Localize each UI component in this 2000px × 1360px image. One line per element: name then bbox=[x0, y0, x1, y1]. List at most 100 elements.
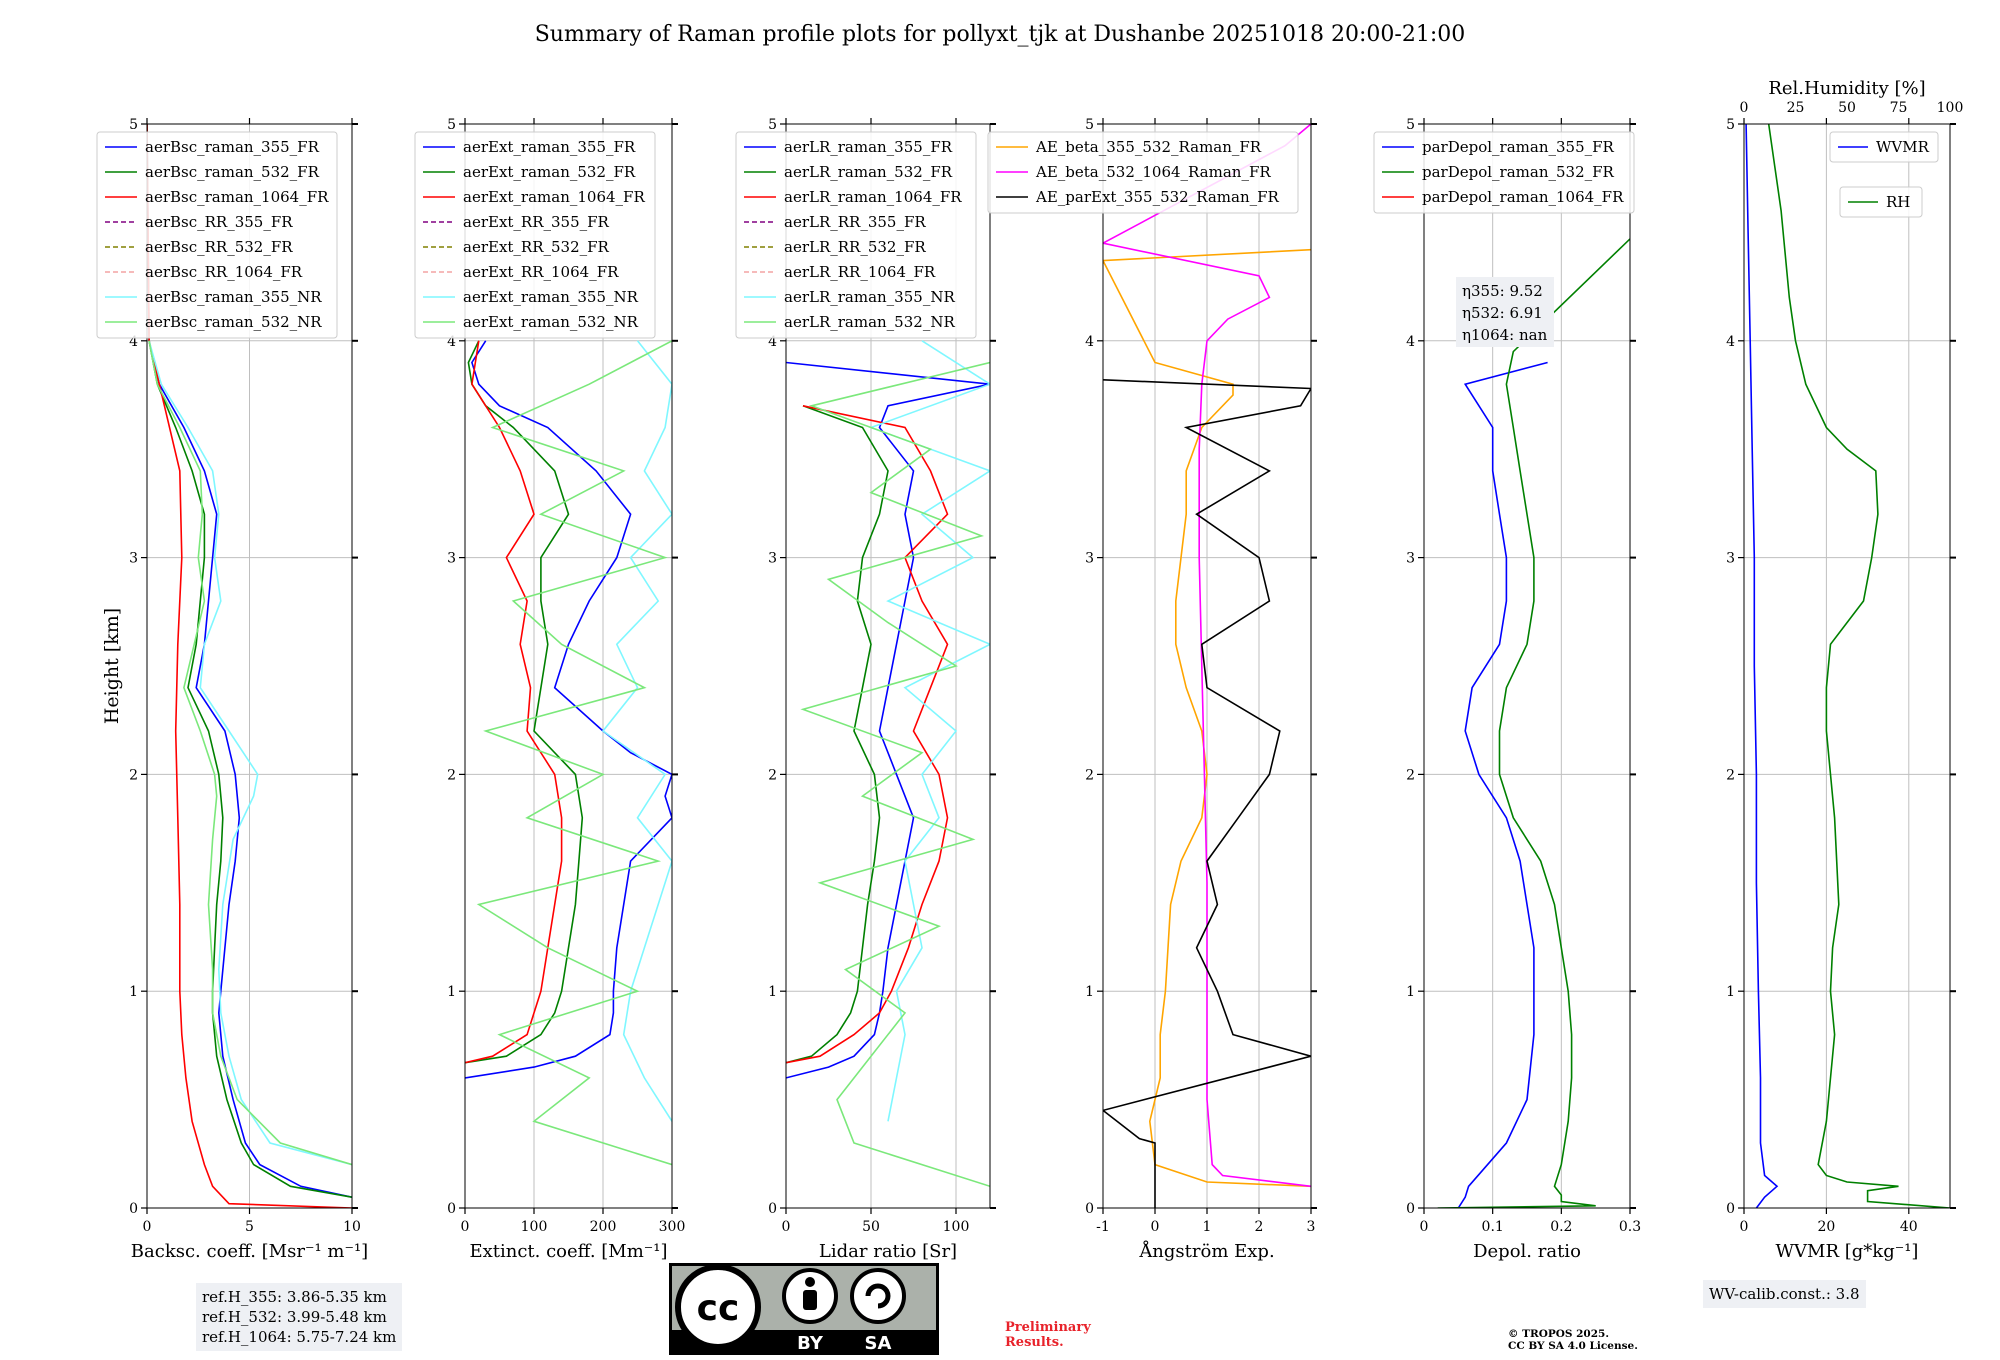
legend-label: aerExt_raman_355_NR bbox=[463, 288, 639, 306]
legend-label: aerExt_raman_532_NR bbox=[463, 313, 639, 331]
legend-label: aerLR_raman_355_FR bbox=[784, 138, 953, 156]
x-top-tick-label: 0 bbox=[1740, 100, 1749, 116]
legend-ext: aerExt_raman_355_FR aerExt_raman_532_FRae… bbox=[414, 131, 656, 339]
series-line-AE_beta_532_1064_Raman_FR bbox=[1103, 124, 1311, 1188]
series-line-aerExt_raman_355_FR bbox=[465, 340, 672, 1079]
ref-height-1064: ref.H_1064: 5.75-7.24 km bbox=[202, 1328, 397, 1346]
legend-label: aerBsc_raman_532_FR bbox=[145, 163, 320, 181]
legend-label: aerLR_raman_1064_FR bbox=[784, 188, 962, 206]
x-tick-label: 2 bbox=[1255, 1219, 1264, 1235]
series-line-parDepol_raman_532_FR bbox=[1437, 238, 1630, 1208]
x-tick-label: 20 bbox=[1817, 1219, 1835, 1235]
y-tick-label: 4 bbox=[1726, 334, 1735, 350]
series-line-AE_beta_355_532_Raman_FR bbox=[1103, 248, 1311, 1188]
y-tick-label: 3 bbox=[1406, 551, 1415, 567]
legend-label: aerBsc_RR_355_FR bbox=[145, 213, 293, 231]
x-tick-label: -1 bbox=[1096, 1219, 1110, 1235]
panel-ext: 0 1 2 3 4 5 0 100 200 300 Extinct. coeff. [Mm⁻¹] ae… bbox=[414, 117, 686, 1262]
series-line-parDepol_raman_355_FR bbox=[1457, 361, 1548, 1208]
legend-depol: parDepol_raman_355_FR parDepol_raman_532_… bbox=[1373, 131, 1635, 214]
y-tick-label: 5 bbox=[447, 117, 456, 133]
y-tick-label: 3 bbox=[447, 551, 456, 567]
wv-calib-text: WV-calib.const.: 3.8 bbox=[1709, 1285, 1860, 1303]
series-line-aerBsc_raman_355_NR bbox=[148, 340, 352, 1166]
y-tick-label: 3 bbox=[1085, 551, 1094, 567]
series-line-aerExt_raman_1064_FR bbox=[465, 340, 563, 1064]
x-tick-label: 300 bbox=[659, 1219, 686, 1235]
y-tick-label: 1 bbox=[129, 984, 138, 1000]
badge-sa-label: SA bbox=[865, 1333, 892, 1354]
y-tick-label: 0 bbox=[1726, 1201, 1735, 1217]
figure-title: Summary of Raman profile plots for polly… bbox=[534, 22, 1466, 47]
y-tick-label: 2 bbox=[1406, 767, 1415, 783]
x-top-tick-label: 50 bbox=[1838, 100, 1856, 116]
y-tick-label: 0 bbox=[768, 1201, 777, 1217]
series-line-aerExt_raman_532_NR bbox=[476, 340, 672, 1166]
y-tick-label: 5 bbox=[1726, 117, 1735, 133]
legend-label: aerExt_raman_1064_FR bbox=[463, 188, 645, 206]
y-tick-label: 1 bbox=[1085, 984, 1094, 1000]
x-tick-label: 100 bbox=[943, 1219, 970, 1235]
y-tick-label: 3 bbox=[129, 551, 138, 567]
x-top-tick-label: 25 bbox=[1787, 100, 1805, 116]
preliminary-note: Preliminary Results. bbox=[1005, 1320, 1091, 1350]
x-tick-label: 40 bbox=[1900, 1219, 1918, 1235]
y-tick-label: 0 bbox=[129, 1201, 138, 1217]
eta-box: η355: 9.52 η532: 6.91 η1064: nan bbox=[1456, 277, 1554, 347]
series-line-AE_parExt_355_532_Raman_FR bbox=[1103, 379, 1311, 1208]
legend-label: aerLR_RR_355_FR bbox=[784, 213, 926, 231]
legend-label: AE_parExt_355_532_Raman_FR bbox=[1035, 188, 1280, 206]
legend-lr: aerLR_raman_355_FR aerLR_raman_532_FR aerL… bbox=[735, 131, 977, 339]
y-tick-label: 2 bbox=[129, 767, 138, 783]
x-tick-label: 0 bbox=[461, 1219, 470, 1235]
legend-label: AE_beta_532_1064_Raman_FR bbox=[1035, 163, 1271, 181]
legend-label: aerBsc_raman_1064_FR bbox=[145, 188, 329, 206]
legend-label: aerExt_raman_532_FR bbox=[463, 163, 636, 181]
copyright-note: © TROPOS 2025. CC BY SA 4.0 License. bbox=[1508, 1328, 1638, 1352]
svg-text:cc: cc bbox=[697, 1288, 740, 1329]
axes-frame bbox=[464, 123, 673, 1209]
legend-label: aerBsc_raman_532_NR bbox=[145, 313, 322, 331]
series-line-aerBsc_raman_532_FR bbox=[147, 124, 352, 1198]
y-tick-label: 5 bbox=[1085, 117, 1094, 133]
legend-label: aerLR_raman_532_NR bbox=[784, 313, 955, 331]
y-tick-label: 2 bbox=[768, 767, 777, 783]
x-tick-label: 0 bbox=[1151, 1219, 1160, 1235]
legend-wv: WVMR RH bbox=[1829, 131, 1939, 218]
x-tick-label: 1 bbox=[1203, 1219, 1212, 1235]
series-line-aerExt_raman_355_NR bbox=[601, 340, 672, 1122]
series-line-aerBsc_raman_1064_FR bbox=[147, 124, 352, 1208]
x-axis-label: Depol. ratio bbox=[1473, 1241, 1581, 1262]
x-tick-label: 100 bbox=[521, 1219, 548, 1235]
eta-line-1: η355: 9.52 bbox=[1462, 282, 1543, 300]
preliminary-line-2: Results. bbox=[1005, 1335, 1064, 1350]
x-tick-label: 200 bbox=[590, 1219, 617, 1235]
x-tick-label: 0 bbox=[143, 1219, 152, 1235]
legend-label: aerExt_RR_532_FR bbox=[463, 238, 610, 256]
x-tick-label: 0.1 bbox=[1482, 1219, 1504, 1235]
legend-label: WVMR bbox=[1876, 138, 1930, 156]
y-tick-label: 0 bbox=[1406, 1201, 1415, 1217]
x-tick-label: 0 bbox=[782, 1219, 791, 1235]
legend-label: AE_beta_355_532_Raman_FR bbox=[1035, 138, 1262, 156]
panel-bsc: 0 1 2 3 4 5 0 5 10 Backsc. coeff. [Msr⁻¹ m⁻¹] aerB… bbox=[96, 117, 368, 1262]
x-tick-label: 5 bbox=[245, 1219, 254, 1235]
legend-label: aerExt_RR_1064_FR bbox=[463, 263, 619, 281]
y-axis-label: Height [km] bbox=[101, 608, 123, 724]
x-axis-label: Extinct. coeff. [Mm⁻¹] bbox=[469, 1241, 667, 1262]
y-tick-label: 3 bbox=[768, 551, 777, 567]
x-top-axis-label: Rel.Humidity [%] bbox=[1768, 78, 1925, 99]
legend-label: parDepol_raman_355_FR bbox=[1422, 138, 1615, 156]
y-tick-label: 1 bbox=[1406, 984, 1415, 1000]
cc-license-badge: cc BY SA bbox=[669, 1263, 939, 1355]
cc-icon bbox=[675, 1264, 761, 1350]
axes-frame bbox=[785, 123, 991, 1209]
x-top-tick-label: 75 bbox=[1890, 100, 1908, 116]
series-line-aerBsc_raman_532_NR bbox=[148, 340, 352, 1166]
x-tick-label: 10 bbox=[343, 1219, 361, 1235]
legend-bsc: aerBsc_raman_355_FR aerBsc_raman_532_FRae… bbox=[96, 131, 338, 339]
legend-label: aerBsc_RR_532_FR bbox=[145, 238, 293, 256]
x-tick-label: 0.2 bbox=[1550, 1219, 1572, 1235]
